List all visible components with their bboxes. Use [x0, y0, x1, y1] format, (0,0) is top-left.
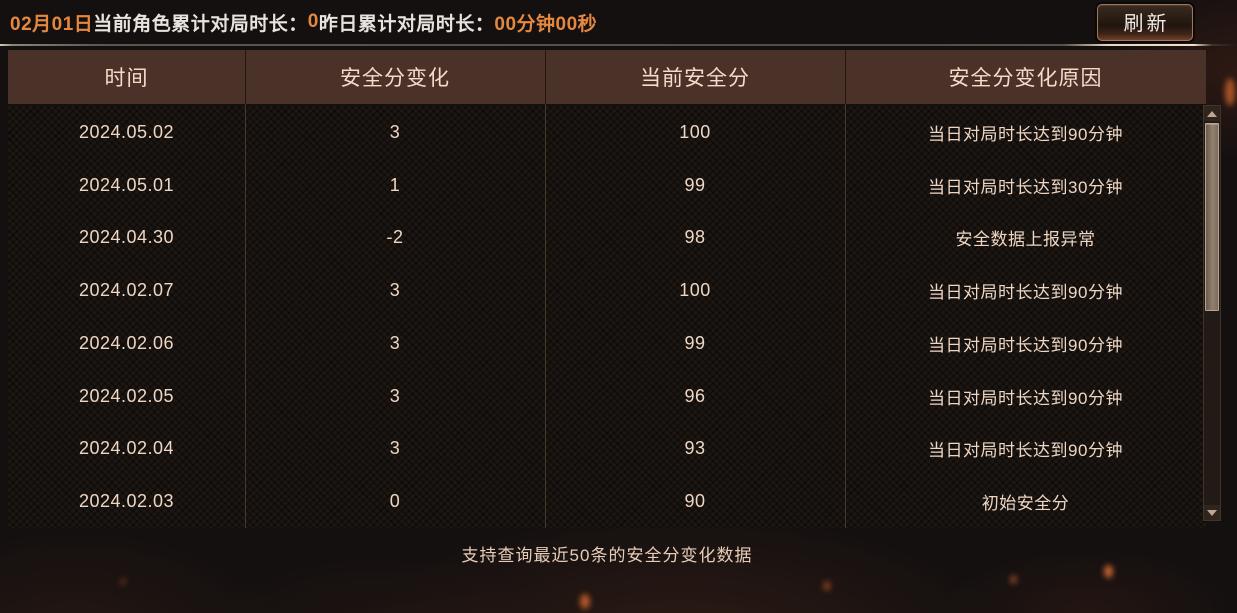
- col-header-change: 安全分变化: [340, 67, 450, 90]
- cell-score: 90: [684, 491, 706, 512]
- table-body: 2024.05.02 3 100 当日对局时长达到90分钟 2024.05.01…: [8, 106, 1206, 528]
- cell-reason: 当日对局时长达到90分钟: [928, 335, 1123, 355]
- table-scrollbar[interactable]: [1203, 105, 1221, 521]
- col-header-score: 当前安全分: [640, 67, 750, 90]
- table-row: 2024.02.04 3 93 当日对局时长达到90分钟: [8, 423, 1206, 476]
- topbar: 02月01日 当前角色累计对局时长： 0 昨日累计对局时长： 00分钟00秒 刷新: [0, 0, 1237, 44]
- cell-reason: 当日对局时长达到90分钟: [928, 283, 1123, 303]
- column-divider: [845, 50, 846, 528]
- cell-time: 2024.02.04: [78, 438, 175, 459]
- cell-reason: 安全数据上报异常: [955, 230, 1096, 250]
- arrow-up-icon: [1207, 110, 1217, 117]
- scroll-up-button[interactable]: [1204, 106, 1220, 121]
- cell-score: 98: [684, 227, 706, 248]
- cell-score: 93: [684, 438, 706, 459]
- cell-score: 100: [679, 280, 711, 301]
- cell-time: 2024.04.30: [78, 227, 175, 248]
- refresh-button[interactable]: 刷新: [1097, 4, 1193, 41]
- cell-change: -2: [386, 227, 404, 248]
- cell-change: 3: [389, 280, 401, 301]
- table-header: 时间 安全分变化 当前安全分 安全分变化原因: [8, 50, 1206, 106]
- cell-time: 2024.05.01: [78, 174, 175, 195]
- cell-change: 3: [389, 332, 401, 353]
- cell-score: 99: [684, 174, 706, 195]
- score-table: 时间 安全分变化 当前安全分 安全分变化原因 2024.05.02 3 100 …: [8, 50, 1206, 528]
- table-row: 2024.02.07 3 100 当日对局时长达到90分钟: [8, 264, 1206, 317]
- cell-change: 0: [389, 491, 401, 512]
- table-row: 2024.02.05 3 96 当日对局时长达到90分钟: [8, 370, 1206, 423]
- cell-change: 3: [389, 438, 401, 459]
- date-text: 02月01日: [10, 13, 94, 35]
- cell-time: 2024.02.05: [78, 385, 175, 406]
- cell-score: 96: [684, 385, 706, 406]
- cell-score: 99: [684, 332, 706, 353]
- col-header-time: 时间: [104, 67, 149, 90]
- cell-time: 2024.02.07: [78, 280, 175, 301]
- column-divider: [545, 50, 546, 528]
- cell-change: 3: [389, 385, 401, 406]
- ember-speck: [120, 578, 126, 585]
- cell-time: 2024.02.06: [78, 332, 175, 353]
- current-playtime-label: 当前角色累计对局时长：: [93, 13, 308, 35]
- ember-speck: [1225, 78, 1235, 106]
- ember-speck: [823, 581, 831, 591]
- scrollbar-thumb[interactable]: [1205, 123, 1219, 311]
- cell-reason: 初始安全分: [981, 494, 1070, 514]
- table-row: 2024.05.02 3 100 当日对局时长达到90分钟: [8, 106, 1206, 159]
- cell-change: 3: [389, 121, 401, 142]
- cell-time: 2024.02.03: [78, 491, 175, 512]
- arrow-down-icon: [1207, 509, 1217, 516]
- cell-reason: 当日对局时长达到30分钟: [928, 177, 1123, 197]
- cell-reason: 当日对局时长达到90分钟: [928, 388, 1123, 408]
- col-header-reason: 安全分变化原因: [948, 67, 1103, 90]
- current-playtime-value: 0: [307, 11, 319, 32]
- playtime-summary: 02月01日 当前角色累计对局时长： 0 昨日累计对局时长： 00分钟00秒: [10, 0, 597, 44]
- cell-change: 1: [389, 174, 401, 195]
- separator-line: [0, 44, 1237, 46]
- yesterday-playtime-label: 昨日累计对局时长：: [318, 13, 495, 35]
- table-row: 2024.04.30 -2 98 安全数据上报异常: [8, 212, 1206, 265]
- cell-reason: 当日对局时长达到90分钟: [928, 124, 1123, 144]
- ember-speck: [580, 594, 590, 609]
- ember-speck: [1010, 575, 1017, 584]
- column-divider: [245, 50, 246, 528]
- scroll-down-button[interactable]: [1204, 505, 1220, 520]
- cell-time: 2024.05.02: [78, 121, 175, 142]
- table-row: 2024.05.01 1 99 当日对局时长达到30分钟: [8, 159, 1206, 212]
- yesterday-playtime-value: 00分钟00秒: [494, 13, 598, 35]
- footer-note: 支持查询最近50条的安全分变化数据: [461, 546, 753, 565]
- cell-score: 100: [679, 121, 711, 142]
- ember-speck: [1104, 565, 1113, 578]
- table-row: 2024.02.03 0 90 初始安全分: [8, 475, 1206, 528]
- cell-reason: 当日对局时长达到90分钟: [928, 441, 1123, 461]
- table-row: 2024.02.06 3 99 当日对局时长达到90分钟: [8, 317, 1206, 370]
